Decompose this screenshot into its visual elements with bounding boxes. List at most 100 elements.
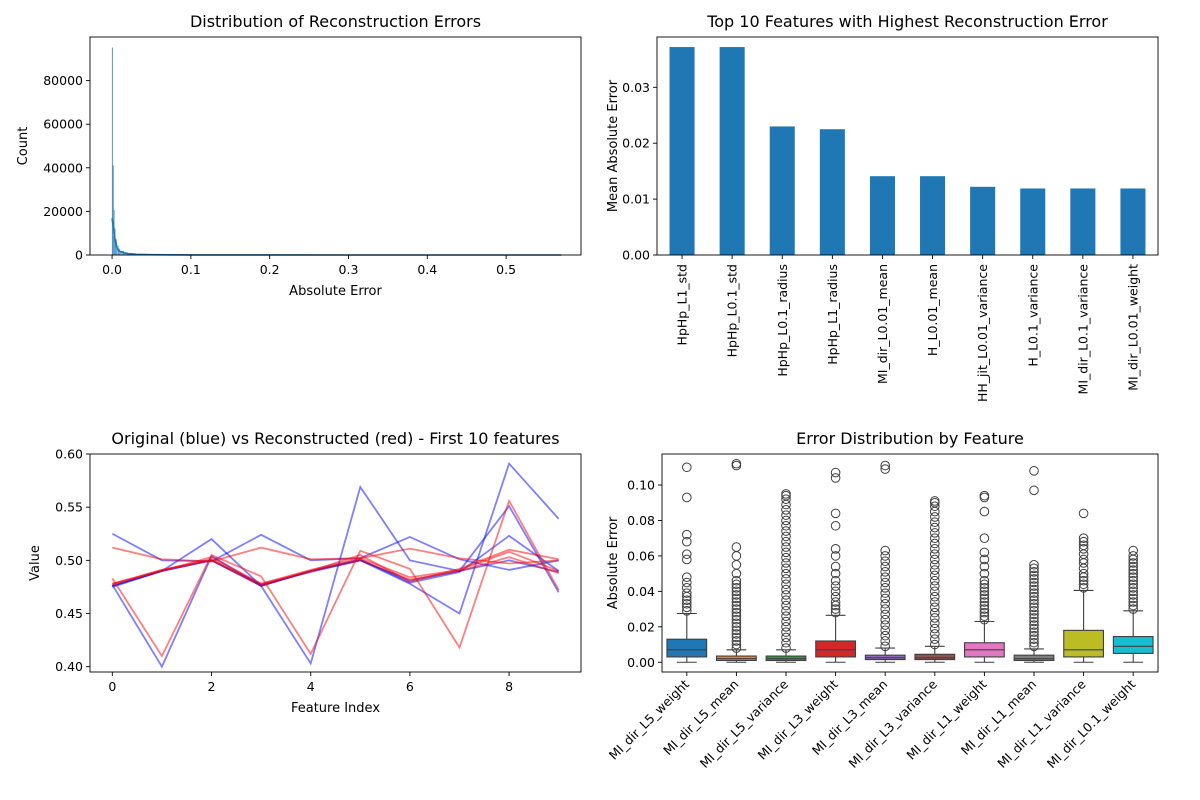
- outlier-point: [781, 536, 791, 547]
- outlier-point: [781, 590, 791, 600]
- outlier-point: [880, 577, 891, 588]
- outlier-point: [880, 609, 891, 620]
- outlier-point: [1029, 584, 1039, 595]
- outlier-point: [781, 627, 791, 637]
- outlier-point: [731, 542, 742, 552]
- outlier-point: [781, 510, 791, 520]
- bar: [920, 176, 946, 255]
- outlier-point: [781, 558, 791, 568]
- y-tick-label: 0.06: [627, 548, 655, 563]
- outlier-point: [979, 600, 990, 611]
- outlier-point: [1128, 551, 1138, 561]
- outlier-point: [1128, 545, 1138, 556]
- outlier-point: [1078, 533, 1089, 543]
- y-tick-label: 80000: [43, 73, 83, 88]
- x-tick-label: MI_dir_L1_variance: [994, 676, 1089, 771]
- outlier-point: [979, 593, 990, 604]
- axes-frame: [656, 36, 1159, 256]
- axes-frame: [661, 453, 1159, 673]
- x-tick-label: HpHp_L0.1_radius: [775, 264, 790, 377]
- x-axis-label: Absolute Error: [289, 284, 382, 299]
- outlier-point: [781, 526, 791, 536]
- outlier-point: [781, 584, 791, 595]
- axes-frame: [89, 453, 582, 673]
- outlier-point: [1029, 634, 1039, 645]
- outlier-point: [830, 586, 841, 597]
- outlier-point: [1128, 590, 1138, 600]
- outlier-point: [781, 499, 791, 510]
- outlier-point: [682, 577, 692, 588]
- outlier-point: [781, 531, 791, 542]
- outlier-point: [930, 607, 940, 618]
- y-tick-label: 0.40: [55, 659, 83, 674]
- outlier-point: [930, 506, 940, 517]
- outlier-point: [781, 505, 791, 515]
- outlier-point: [880, 460, 891, 471]
- outlier-point: [830, 607, 841, 618]
- x-tick-label: MI_dir_L5_weight: [606, 676, 692, 762]
- x-axis-label: Feature Index: [291, 701, 380, 716]
- outlier-point: [830, 575, 841, 586]
- outlier-point: [830, 544, 841, 554]
- outlier-point: [682, 462, 692, 473]
- outlier-point: [880, 572, 891, 582]
- outlier-point: [880, 561, 891, 572]
- outlier-point: [1029, 598, 1039, 609]
- outlier-point: [682, 606, 692, 616]
- y-tick-label: 20000: [43, 204, 83, 219]
- bar: [769, 126, 795, 255]
- outlier-point: [880, 614, 891, 625]
- outlier-point: [930, 581, 940, 591]
- outlier-point: [1128, 593, 1138, 604]
- outlier-point: [1029, 588, 1039, 598]
- x-tick-label: MI_dir_L0.1_weight: [1044, 676, 1139, 771]
- original-line: [111, 484, 560, 669]
- outlier-point: [781, 520, 791, 531]
- y-tick-label: 0.50: [55, 553, 83, 568]
- y-tick-label: 0.04: [627, 584, 655, 599]
- bar: [1020, 188, 1046, 255]
- outlier-point: [979, 490, 990, 501]
- x-tick-label: MI_dir_L3_variance: [846, 676, 941, 771]
- outlier-point: [682, 554, 692, 565]
- outlier-point: [731, 600, 742, 611]
- outlier-point: [830, 473, 841, 483]
- outlier-point: [781, 489, 791, 499]
- outlier-point: [731, 639, 742, 650]
- outlier-point: [1029, 623, 1039, 634]
- outlier-point: [979, 533, 990, 543]
- reconstructed-line: [111, 498, 560, 658]
- outlier-point: [1128, 586, 1138, 597]
- outlier-point: [930, 512, 940, 522]
- y-tick-label: 0.02: [627, 619, 655, 634]
- x-tick-label: 0.0: [102, 262, 122, 277]
- outlier-point: [979, 547, 990, 558]
- outlier-point: [930, 501, 940, 512]
- y-axis-label: Value: [28, 545, 43, 581]
- outlier-point: [731, 458, 742, 469]
- y-tick-label: 0.01: [622, 192, 650, 207]
- top-features-bar-chart: HpHp_L1_std HpHp_L0.1_std HpHp_L0.1_radius…: [606, 12, 1159, 402]
- x-tick-label: HpHp_L1_radius: [825, 264, 840, 365]
- outlier-point: [979, 604, 990, 614]
- outlier-point: [979, 611, 990, 621]
- y-tick-label: 0.55: [55, 500, 83, 515]
- box: [914, 653, 956, 661]
- original-line: [112, 461, 560, 615]
- outlier-point: [731, 632, 742, 643]
- outlier-point: [930, 559, 940, 570]
- outlier-point: [682, 492, 692, 503]
- outlier-point: [830, 591, 841, 602]
- outlier-point: [731, 618, 742, 629]
- y-tick-label: 0.10: [627, 478, 655, 493]
- outlier-point: [781, 494, 791, 504]
- outlier-point: [781, 622, 791, 632]
- outlier-point: [880, 636, 891, 646]
- outlier-point: [1029, 637, 1039, 648]
- outlier-point: [1128, 575, 1138, 586]
- outlier-point: [880, 620, 891, 630]
- x-tick-label: MI_dir_L0.1_variance: [1075, 264, 1090, 395]
- outlier-point: [1029, 627, 1039, 637]
- outlier-point: [731, 604, 742, 614]
